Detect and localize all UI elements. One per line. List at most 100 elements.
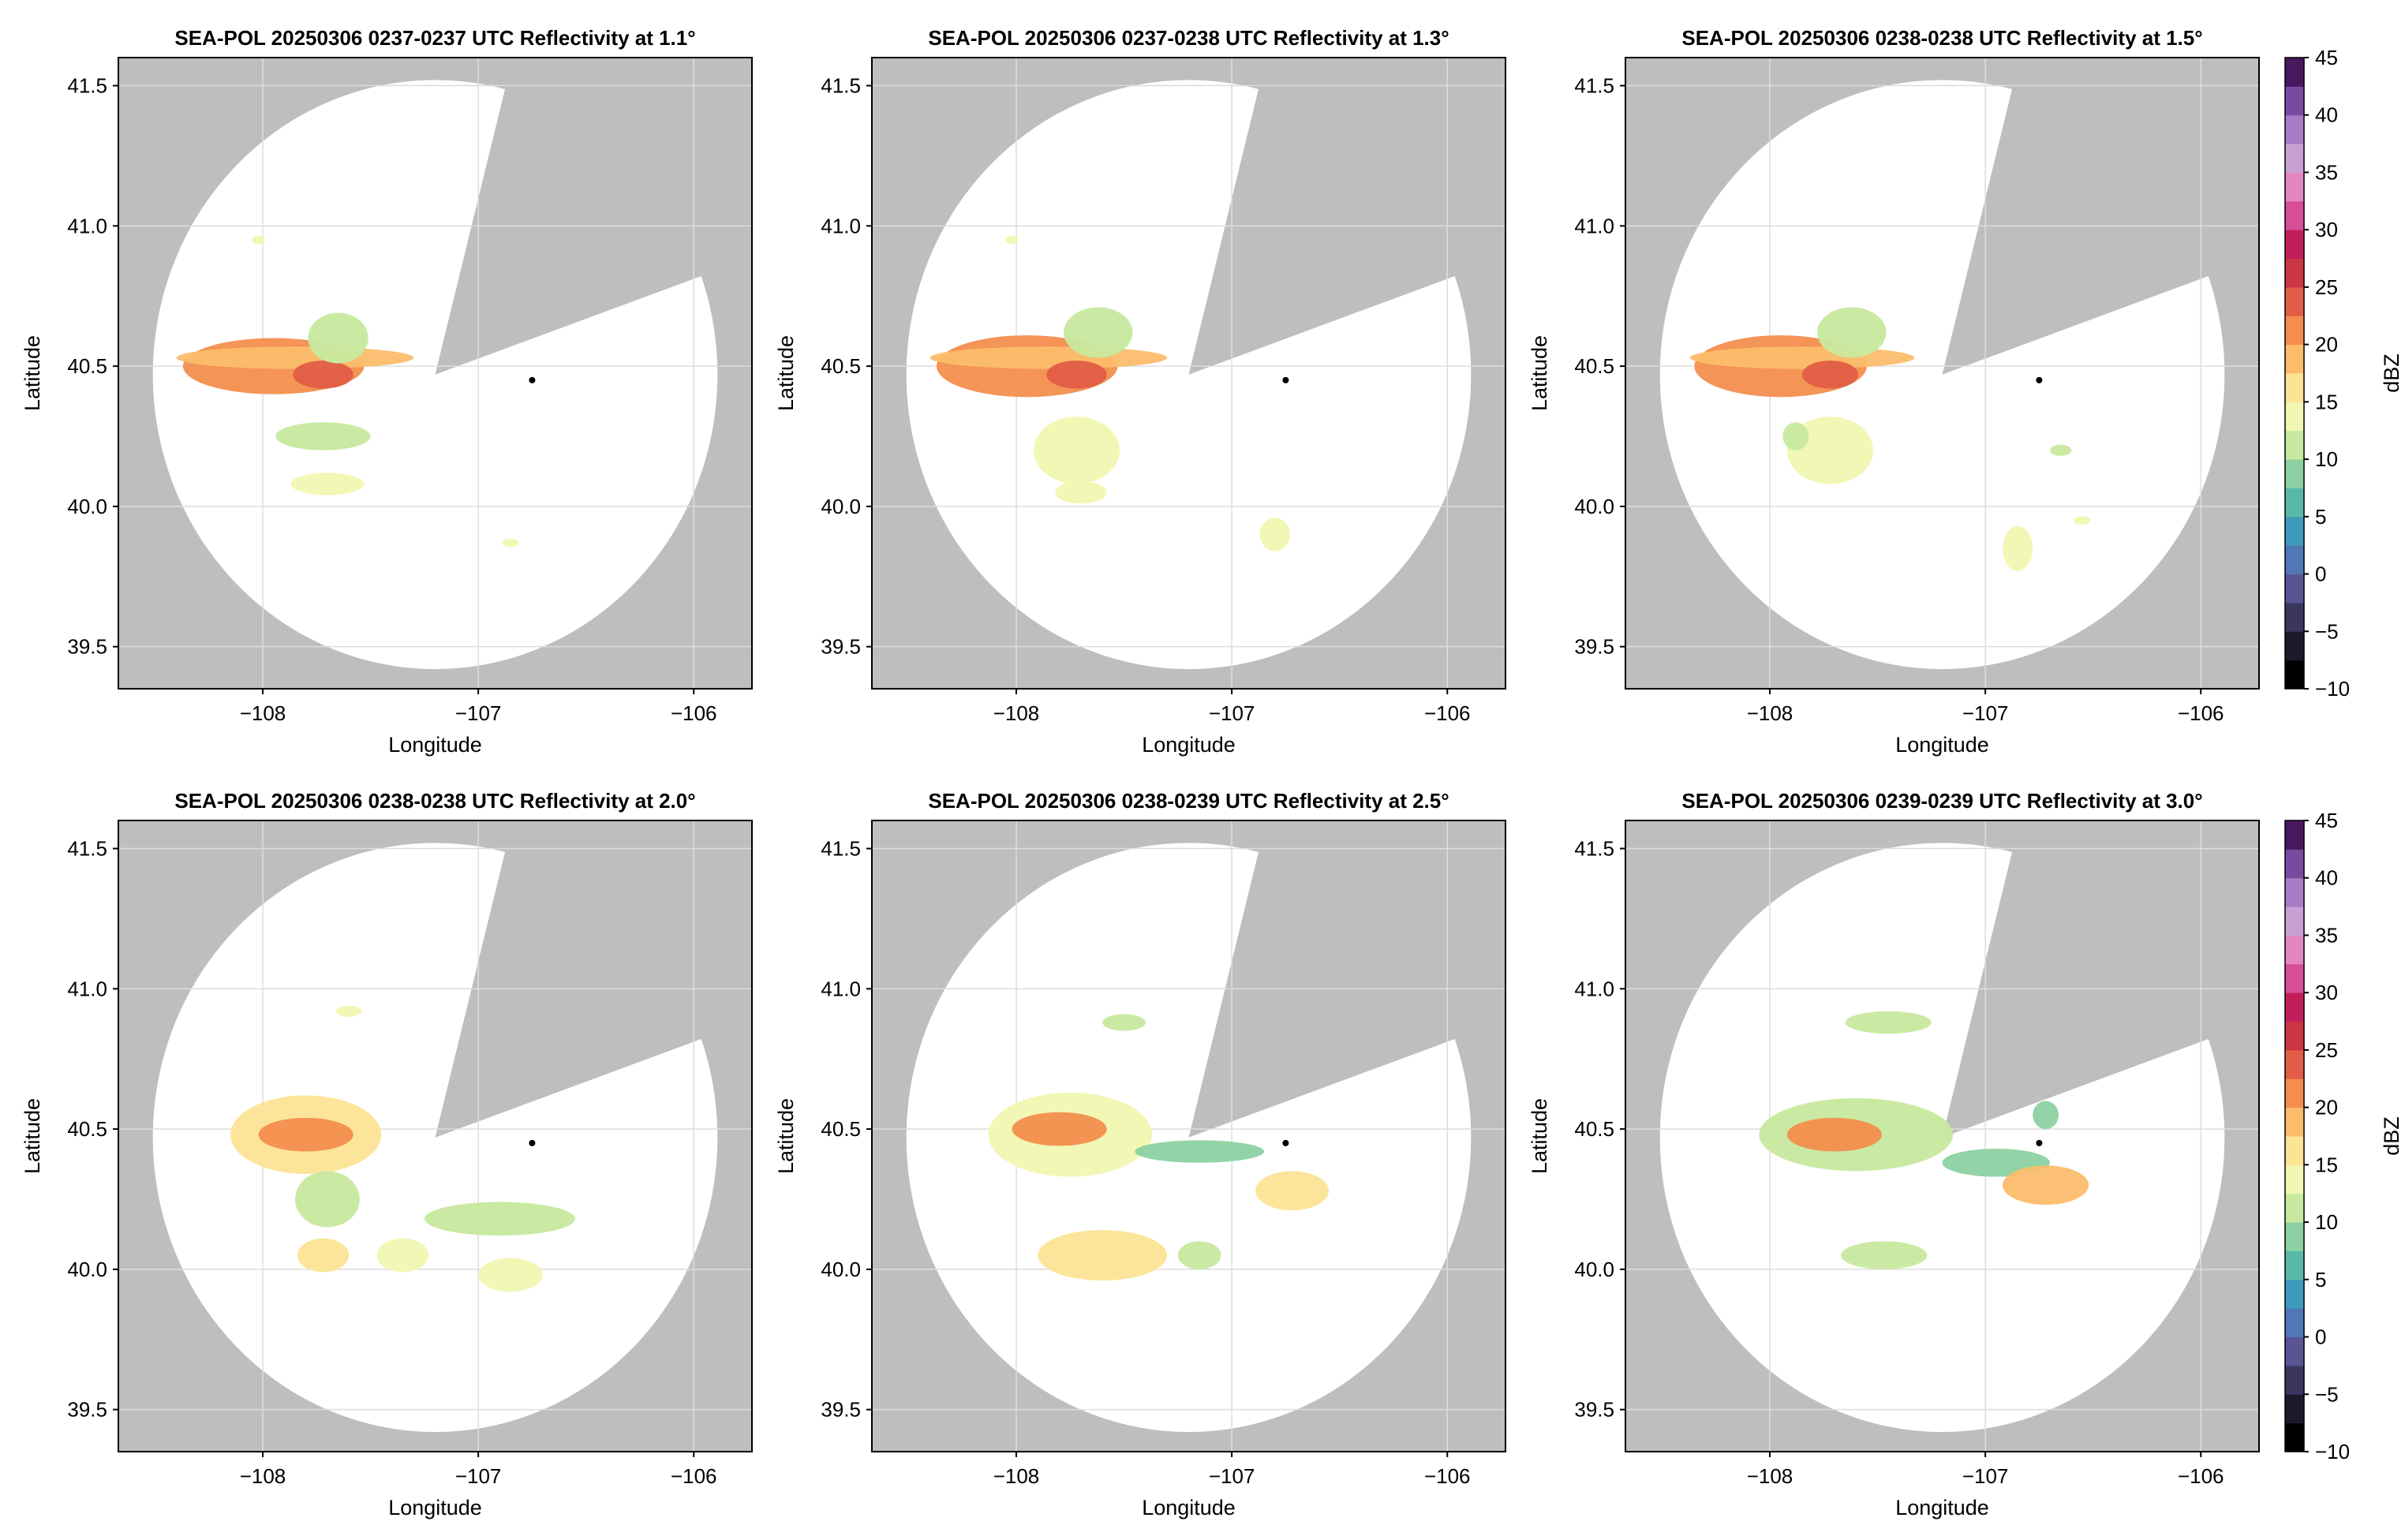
y-tick-label: 40.0 bbox=[1574, 495, 1614, 518]
x-axis-label: Longitude bbox=[388, 733, 482, 757]
x-tick-label: −108 bbox=[240, 701, 286, 725]
reflectivity-echo bbox=[424, 1202, 576, 1236]
x-tick-label: −108 bbox=[240, 1464, 286, 1488]
colorbar-segment bbox=[2285, 516, 2304, 546]
reflectivity-echo bbox=[1005, 235, 1019, 245]
reflectivity-echo bbox=[1033, 417, 1120, 484]
colorbar-tick-label: 25 bbox=[2315, 1038, 2338, 1062]
x-tick-label: −107 bbox=[455, 1464, 502, 1488]
colorbar-tick-label: 30 bbox=[2315, 218, 2338, 241]
colorbar-tick-label: 40 bbox=[2315, 103, 2338, 127]
y-tick-label: 40.0 bbox=[1574, 1258, 1614, 1281]
colorbar-segment bbox=[2285, 230, 2304, 260]
x-tick-label: −107 bbox=[1962, 1464, 2009, 1488]
panel-title: SEA-POL 20250306 0239-0239 UTC Reflectiv… bbox=[1681, 789, 2202, 813]
x-tick-label: −106 bbox=[671, 1464, 717, 1488]
y-tick-label: 40.0 bbox=[67, 495, 107, 518]
colorbar-segment bbox=[2285, 1422, 2304, 1452]
colorbar-segment bbox=[2285, 316, 2304, 346]
panel-title: SEA-POL 20250306 0237-0237 UTC Reflectiv… bbox=[174, 26, 695, 50]
colorbar-segment bbox=[2285, 459, 2304, 488]
colorbar-segment bbox=[2285, 1107, 2304, 1137]
colorbar-tick-label: 35 bbox=[2315, 160, 2338, 184]
colorbar-segment bbox=[2285, 402, 2304, 432]
colorbar-segment bbox=[2285, 906, 2304, 936]
colorbar-segment bbox=[2285, 1365, 2304, 1395]
reflectivity-echo bbox=[252, 235, 265, 245]
y-axis-label: Latitude bbox=[774, 335, 798, 411]
colorbar-segment bbox=[2285, 86, 2304, 116]
x-tick-label: −107 bbox=[1962, 701, 2009, 725]
reflectivity-echo bbox=[176, 346, 414, 369]
x-tick-label: −108 bbox=[993, 1464, 1040, 1488]
echo-layer bbox=[988, 1014, 1330, 1281]
colorbar-segment bbox=[2285, 1394, 2304, 1424]
colorbar-segment bbox=[2285, 1250, 2304, 1280]
plot-frame bbox=[871, 820, 1506, 1452]
radar-coverage-area bbox=[152, 843, 718, 1433]
panel-title: SEA-POL 20250306 0238-0238 UTC Reflectiv… bbox=[174, 789, 695, 813]
colorbar-tick-label: 20 bbox=[2315, 333, 2338, 357]
reflectivity-echo bbox=[1177, 1241, 1221, 1269]
reflectivity-echo bbox=[1259, 518, 1290, 551]
x-axis-label: Longitude bbox=[1895, 1496, 1989, 1519]
colorbar-segment bbox=[2285, 877, 2304, 907]
colorbar-label: dBZ bbox=[2380, 1116, 2403, 1156]
colorbar-tick-label: −10 bbox=[2315, 677, 2350, 701]
colorbar-segment bbox=[2285, 1193, 2304, 1223]
x-axis-label: Longitude bbox=[1142, 733, 1236, 757]
reflectivity-echo bbox=[2002, 525, 2033, 571]
colorbar-tick-label: 5 bbox=[2315, 1268, 2326, 1291]
colorbar-segment bbox=[2285, 660, 2304, 690]
plot-frame bbox=[1625, 820, 2260, 1452]
y-tick-label: 41.0 bbox=[1574, 214, 1614, 237]
echo-layer bbox=[176, 235, 520, 548]
reflectivity-echo bbox=[293, 361, 353, 389]
colorbar-segment bbox=[2285, 373, 2304, 402]
radar-location-marker bbox=[529, 1139, 536, 1146]
panel-title: SEA-POL 20250306 0237-0238 UTC Reflectiv… bbox=[928, 26, 1449, 50]
colorbar-segment bbox=[2285, 631, 2304, 661]
y-axis-label: Latitude bbox=[1528, 335, 1551, 411]
plot-frame bbox=[871, 57, 1506, 690]
colorbar-segment bbox=[2285, 1308, 2304, 1338]
x-tick-label: −108 bbox=[993, 701, 1040, 725]
colorbar-tick-label: 10 bbox=[2315, 1210, 2338, 1234]
y-tick-label: 40.0 bbox=[67, 1258, 107, 1281]
panel-title: SEA-POL 20250306 0238-0238 UTC Reflectiv… bbox=[1681, 26, 2202, 50]
reflectivity-echo bbox=[1055, 480, 1107, 504]
reflectivity-echo bbox=[1038, 1230, 1168, 1281]
reflectivity-echo bbox=[1689, 346, 1914, 369]
y-tick-label: 41.0 bbox=[1574, 977, 1614, 1000]
reflectivity-echo bbox=[1817, 307, 1887, 358]
y-axis-label: Latitude bbox=[21, 1098, 44, 1174]
x-axis-label: Longitude bbox=[1142, 1496, 1236, 1519]
radar-panel-2: −108 −107 −106 39.5 40.0 40.5 41.0 41.5 SEA-POL … bbox=[774, 26, 1506, 757]
colorbar-segment bbox=[2285, 992, 2304, 1022]
y-tick-label: 40.5 bbox=[821, 1117, 861, 1141]
reflectivity-echo bbox=[502, 538, 520, 548]
reflectivity-echo bbox=[478, 1258, 544, 1292]
y-axis-label: Latitude bbox=[1528, 1098, 1551, 1174]
colorbar-tick-label: 30 bbox=[2315, 981, 2338, 1004]
colorbar-tick-label: 15 bbox=[2315, 1153, 2338, 1176]
colorbar-segment bbox=[2285, 258, 2304, 288]
echo-layer bbox=[230, 1005, 576, 1292]
reflectivity-echo bbox=[1786, 417, 1874, 484]
colorbar-segment bbox=[2285, 144, 2304, 173]
y-axis-label: Latitude bbox=[774, 1098, 798, 1174]
colorbar-segment bbox=[2285, 488, 2304, 518]
reflectivity-echo bbox=[275, 422, 371, 450]
x-tick-label: −106 bbox=[1424, 1464, 1471, 1488]
colorbar-segment bbox=[2285, 935, 2304, 965]
reflectivity-echo bbox=[1782, 422, 1809, 450]
x-tick-label: −106 bbox=[2178, 1464, 2224, 1488]
colorbar-tick-label: 40 bbox=[2315, 866, 2338, 890]
y-tick-label: 41.0 bbox=[67, 214, 107, 237]
radar-location-marker bbox=[529, 376, 536, 383]
y-tick-label: 41.5 bbox=[821, 74, 861, 98]
x-tick-label: −107 bbox=[1209, 701, 1255, 725]
reflectivity-echo bbox=[1786, 1117, 1883, 1152]
y-tick-label: 39.5 bbox=[1574, 1398, 1614, 1422]
colorbar-segment bbox=[2285, 602, 2304, 632]
